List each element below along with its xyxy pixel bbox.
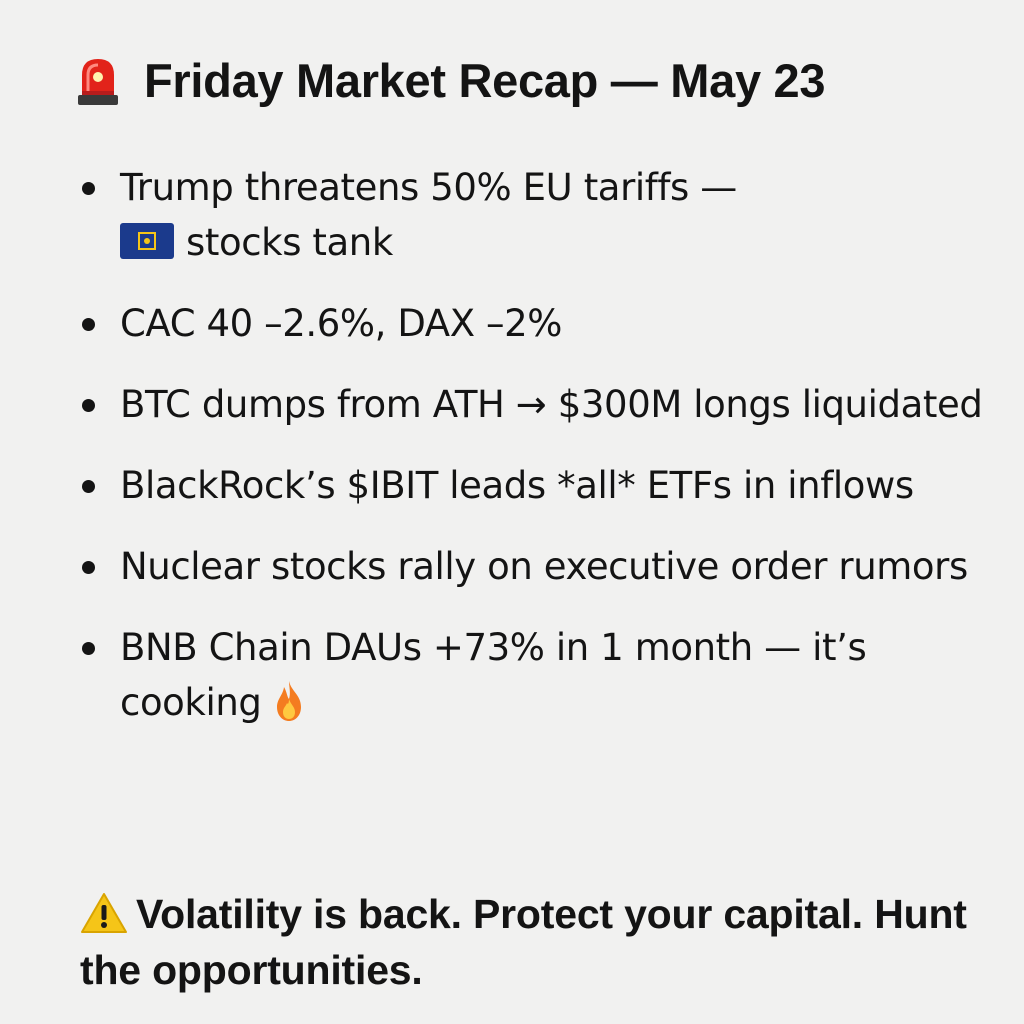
fire-icon bbox=[271, 679, 307, 723]
list-item-text: Nuclear stocks rally on executive order … bbox=[120, 545, 968, 588]
bullet-dot bbox=[82, 399, 95, 412]
list-item: CAC 40 –2.6%, DAX –2% bbox=[82, 296, 1002, 351]
bullet-dot bbox=[82, 642, 95, 655]
recap-list: Trump threatens 50% EU tariffs — stocks … bbox=[82, 160, 1002, 756]
page-title: Friday Market Recap — May 23 bbox=[144, 54, 826, 107]
list-item: Trump threatens 50% EU tariffs — stocks … bbox=[82, 160, 1002, 270]
bullet-dot bbox=[82, 182, 95, 195]
list-item: BlackRock’s $IBIT leads *all* ETFs in in… bbox=[82, 458, 1002, 513]
footer-text: Volatility is back. Protect your capital… bbox=[80, 891, 967, 993]
list-item: BNB Chain DAUs +73% in 1 month — it’s co… bbox=[82, 620, 1002, 730]
eu-flag-icon bbox=[120, 219, 174, 259]
bullet-dot bbox=[82, 561, 95, 574]
list-item: Nuclear stocks rally on executive order … bbox=[82, 539, 1002, 594]
list-item-text: BTC dumps from ATH → $300M longs liquida… bbox=[120, 383, 983, 426]
list-item-text: CAC 40 –2.6%, DAX –2% bbox=[120, 302, 563, 345]
bullet-dot bbox=[82, 480, 95, 493]
list-item: BTC dumps from ATH → $300M longs liquida… bbox=[82, 377, 1002, 432]
warning-icon bbox=[80, 892, 128, 934]
page-title-row: Friday Market Recap — May 23 bbox=[76, 48, 826, 114]
list-item-text: Trump threatens 50% EU tariffs — bbox=[120, 166, 737, 209]
list-item-text-continued: stocks tank bbox=[186, 221, 393, 264]
siren-icon bbox=[76, 55, 120, 107]
bullet-dot bbox=[82, 318, 95, 331]
list-item-text: BlackRock’s $IBIT leads *all* ETFs in in… bbox=[120, 464, 914, 507]
list-item-text: BNB Chain DAUs +73% in 1 month — it’s co… bbox=[120, 626, 867, 724]
footer-callout: Volatility is back. Protect your capital… bbox=[80, 886, 1000, 998]
